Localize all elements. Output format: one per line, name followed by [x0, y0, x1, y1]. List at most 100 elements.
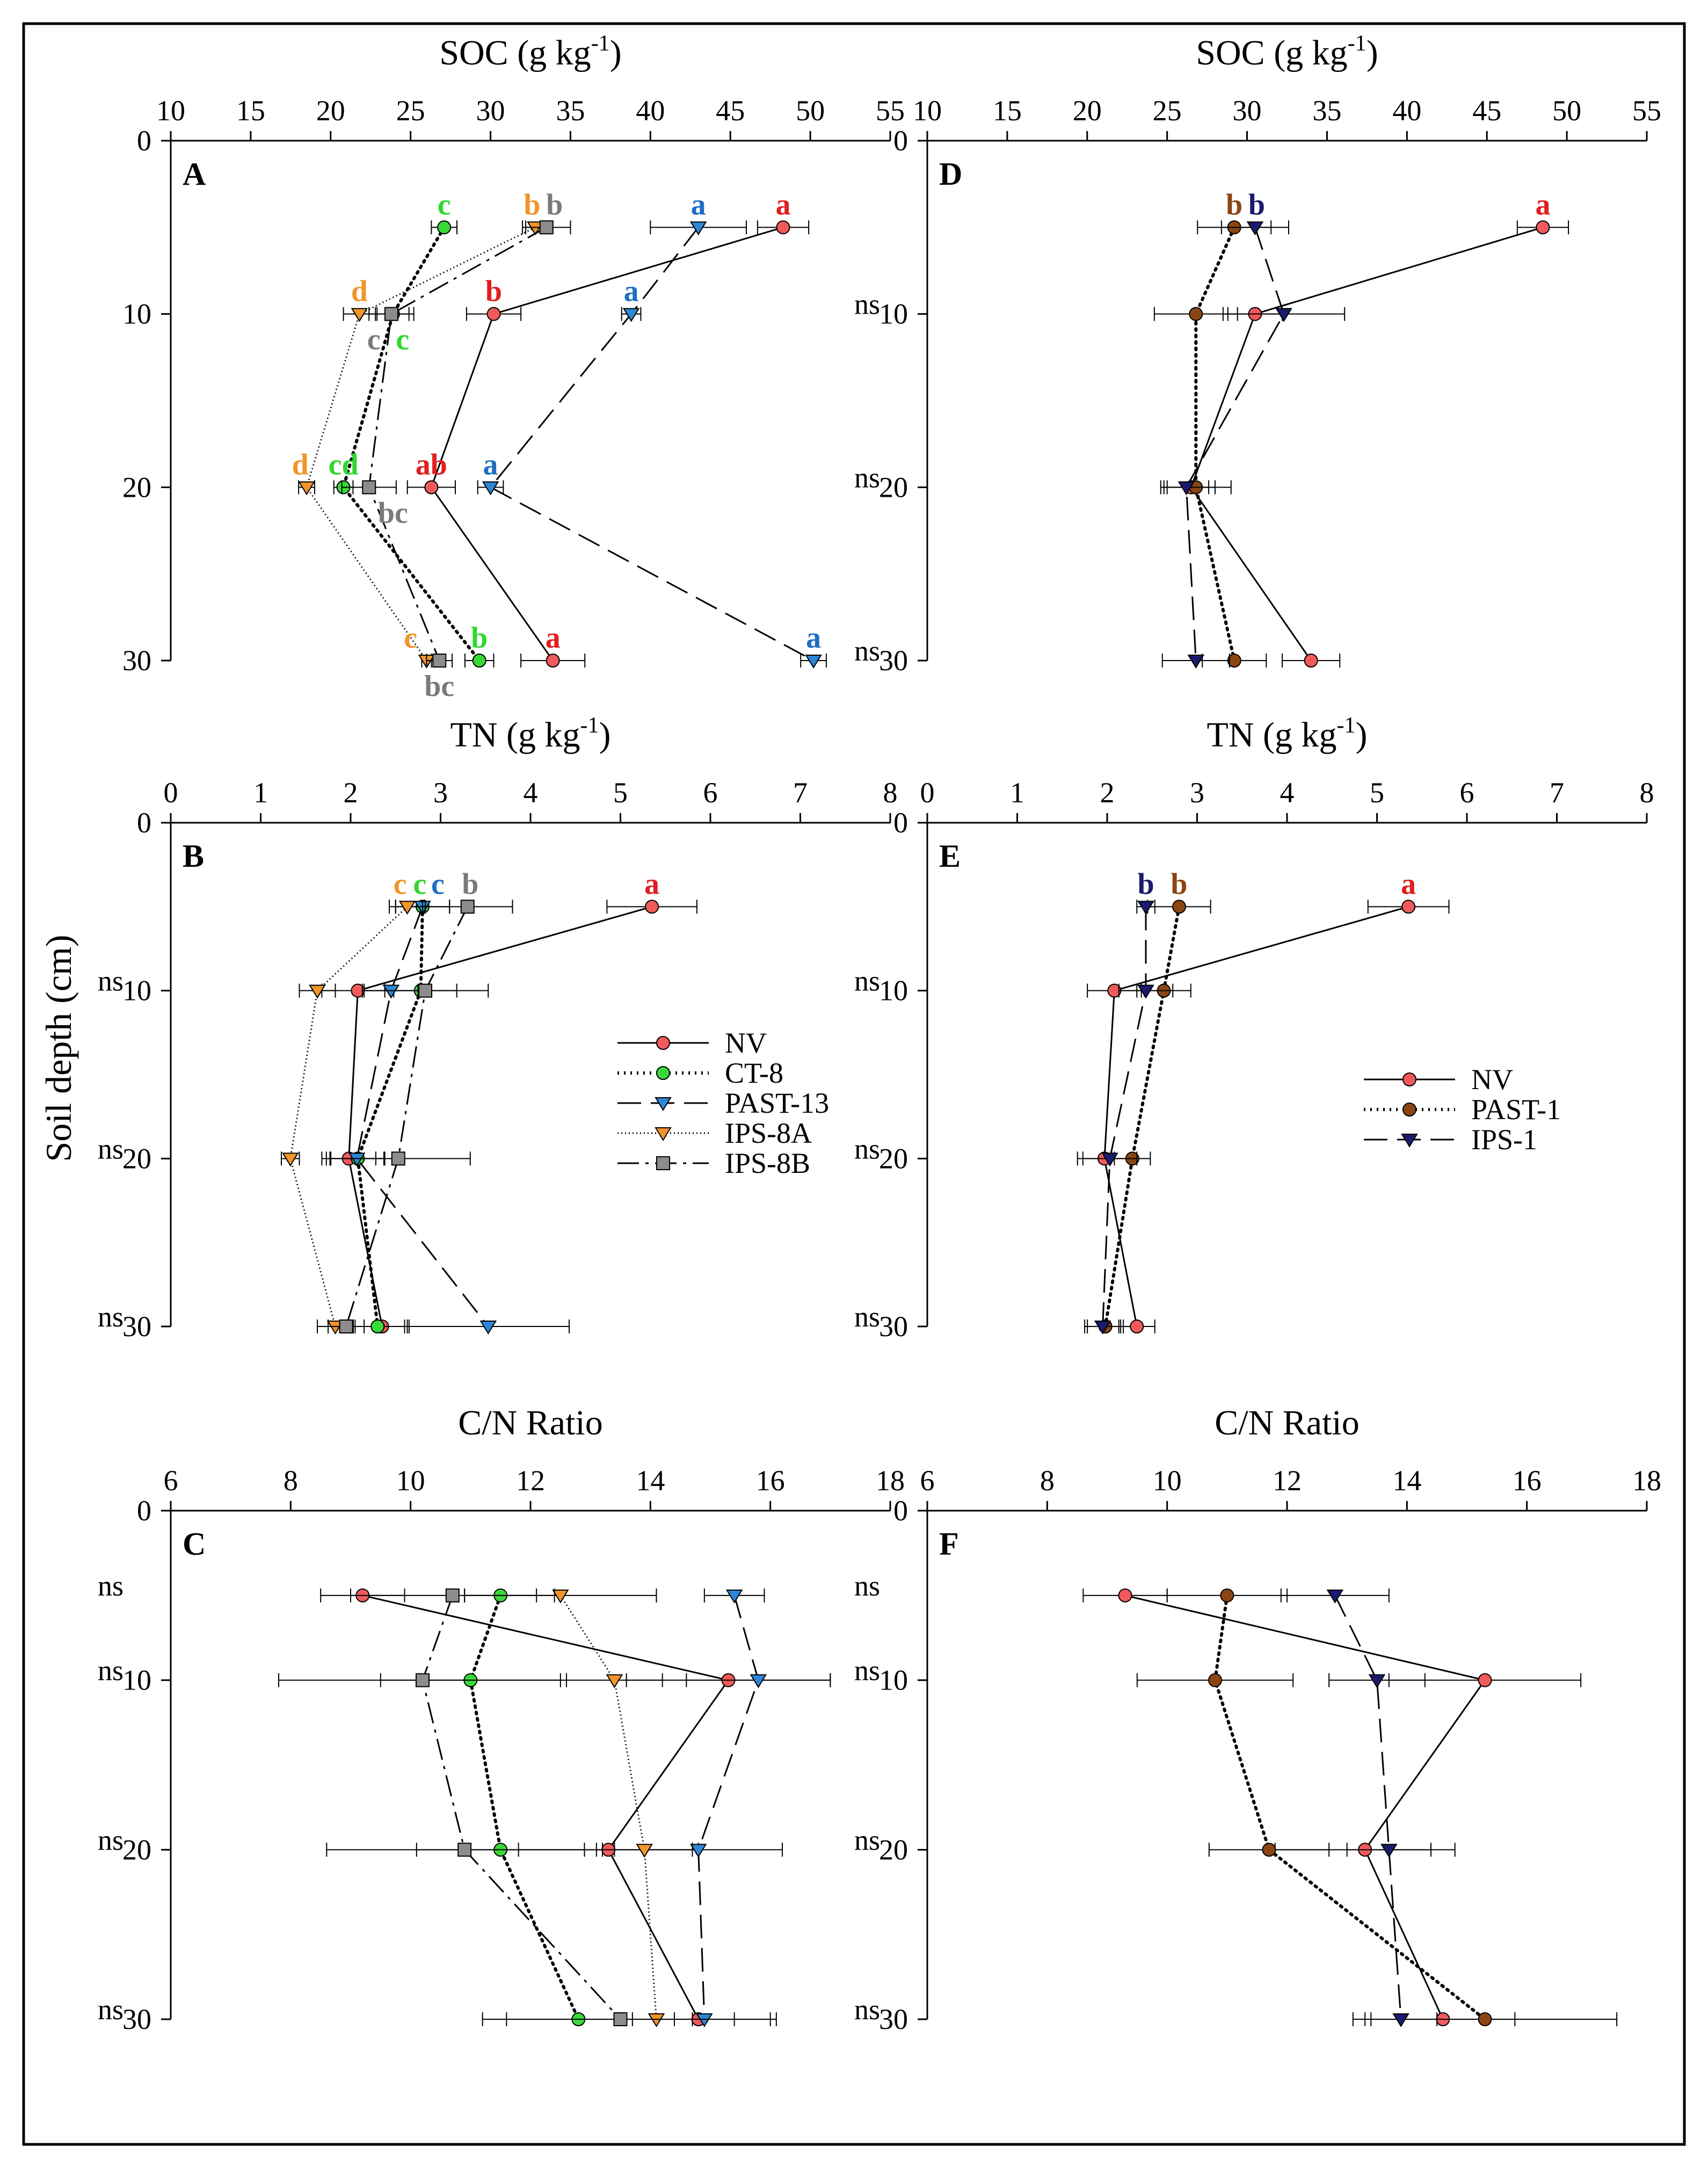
x-tick-label: 45 [1472, 95, 1501, 127]
y-tick-label: 30 [122, 2003, 151, 2035]
significance-letter: b [1137, 867, 1154, 901]
x-tick-label: 50 [1552, 95, 1581, 127]
panel-b-title: TN (g kg-1) [450, 713, 611, 755]
x-tick-label: 40 [1392, 95, 1421, 127]
x-tick-label: 45 [716, 95, 745, 127]
x-tick-label: 1 [253, 777, 268, 809]
data-point [472, 654, 486, 668]
data-point [645, 900, 659, 914]
significance-letter: c [413, 867, 427, 901]
series-line [1334, 1595, 1402, 2020]
y-tick-label: 20 [122, 1142, 151, 1174]
y-tick-label: 10 [879, 1664, 908, 1696]
y-tick-label: 0 [137, 125, 151, 157]
data-point [1275, 308, 1292, 322]
data-point [362, 480, 376, 495]
data-point [1137, 901, 1154, 915]
x-tick-label: 18 [876, 1464, 905, 1497]
data-point [539, 220, 554, 235]
data-point [437, 220, 452, 235]
legend-marker [655, 1097, 672, 1111]
significance-letter: c [438, 188, 451, 221]
y-tick-label: 20 [122, 471, 151, 503]
x-tick-label: 12 [1273, 1464, 1302, 1497]
series-ips-8a [464, 1588, 693, 2027]
data-point [805, 655, 822, 669]
legend-label: NV [1471, 1063, 1513, 1096]
significance-letter: c [394, 867, 407, 901]
y-tick-label: 0 [893, 807, 908, 839]
y-tick-label: 0 [137, 1495, 151, 1527]
panel-d-title: SOC (g kg-1) [1196, 31, 1378, 72]
significance-letter: d [351, 275, 368, 308]
significance-letter: b [471, 621, 488, 655]
series-nv [406, 220, 810, 668]
x-tick-label: 18 [1632, 1464, 1661, 1497]
significance-letter: c [367, 323, 381, 357]
series-line [356, 905, 424, 1328]
x-tick-label: 50 [796, 95, 825, 127]
series-line [1190, 226, 1543, 661]
x-tick-label: 0 [164, 777, 178, 809]
x-tick-label: 20 [1073, 95, 1102, 127]
x-tick-label: 6 [703, 777, 718, 809]
data-point [622, 308, 640, 322]
data-point [479, 1321, 497, 1335]
x-tick-label: 14 [636, 1464, 665, 1497]
x-tick-label: 15 [993, 95, 1022, 127]
ns-label: ns [854, 1301, 880, 1333]
data-point [1172, 900, 1186, 914]
legend-marker [656, 1036, 670, 1050]
legend-label: IPS-8B [725, 1147, 810, 1179]
data-point [1368, 1674, 1386, 1688]
significance-letter: b [1248, 188, 1265, 221]
data-point [1380, 1844, 1398, 1858]
significance-letter: a [483, 448, 498, 481]
data-point [1478, 2012, 1492, 2026]
x-tick-label: 30 [476, 95, 505, 127]
legend-label: IPS-1 [1471, 1123, 1537, 1156]
legend-label: NV [725, 1027, 767, 1059]
data-point [424, 480, 439, 495]
data-point [636, 1844, 653, 1858]
y-tick-label: 30 [122, 644, 151, 677]
data-point [725, 1589, 743, 1604]
x-tick-label: 40 [636, 95, 665, 127]
legend-marker [656, 1066, 670, 1080]
series-line [469, 1593, 580, 2021]
series-line [368, 227, 547, 661]
series-line [1185, 227, 1285, 661]
ns-label: ns [98, 965, 123, 997]
significance-letter: bc [378, 496, 408, 530]
panel-a-title: SOC (g kg-1) [439, 31, 621, 72]
y-tick-label: 10 [879, 298, 908, 330]
series-line [697, 1595, 759, 2020]
data-point [1130, 1319, 1144, 1333]
series-line [1102, 907, 1147, 1327]
y-tick-label: 20 [879, 1142, 908, 1174]
legend-label: PAST-13 [725, 1087, 829, 1119]
data-point [1304, 654, 1318, 668]
y-tick-label: 20 [122, 1833, 151, 1866]
y-tick-label: 30 [122, 1310, 151, 1343]
x-tick-label: 5 [613, 777, 628, 809]
data-point [418, 983, 433, 998]
x-tick-label: 16 [756, 1464, 785, 1497]
significance-letter: d [292, 448, 309, 481]
data-point [689, 221, 707, 236]
data-point [432, 654, 447, 668]
significance-letter: a [806, 621, 821, 655]
series-past-1 [1136, 1588, 1618, 2026]
x-tick-label: 35 [556, 95, 585, 127]
y-tick-label: 10 [122, 1664, 151, 1696]
data-point [370, 1319, 385, 1333]
significance-letter: b [546, 188, 563, 221]
significance-letter: b [1226, 188, 1242, 221]
x-tick-label: 6 [920, 1464, 935, 1497]
series-line [345, 906, 469, 1327]
y-tick-label: 30 [879, 1310, 908, 1343]
